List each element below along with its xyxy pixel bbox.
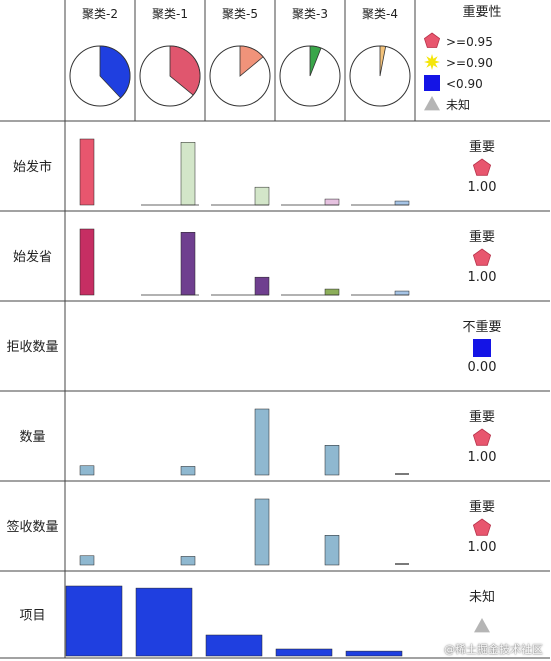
data-bar bbox=[79, 555, 95, 566]
legend-star-marker bbox=[424, 54, 440, 70]
legend-item-label: <0.90 bbox=[446, 77, 483, 91]
data-bar bbox=[394, 200, 410, 206]
importance-value: 0.00 bbox=[468, 360, 497, 375]
data-bar bbox=[254, 498, 270, 566]
row-label: 始发市 bbox=[13, 159, 52, 175]
cluster-header-label: 聚类-4 bbox=[362, 7, 398, 21]
row-label: 数量 bbox=[19, 430, 45, 445]
importance-value: 1.00 bbox=[468, 540, 497, 555]
data-bar bbox=[324, 288, 340, 296]
importance-value: 1.00 bbox=[468, 270, 497, 285]
legend-item-label: >=0.90 bbox=[446, 56, 493, 70]
data-bar bbox=[79, 138, 95, 206]
importance-label: 重要 bbox=[469, 139, 495, 155]
cluster-pie-slice bbox=[239, 45, 264, 77]
importance-pentagon-marker bbox=[472, 158, 492, 176]
cluster-pie-slice bbox=[99, 45, 131, 99]
data-bar bbox=[79, 228, 95, 296]
data-bar bbox=[205, 634, 263, 657]
data-bar bbox=[254, 276, 270, 296]
importance-label: 未知 bbox=[469, 589, 495, 605]
data-bar bbox=[275, 648, 333, 657]
row-label: 签收数量 bbox=[6, 519, 58, 535]
watermark: @稀土掘金技术社区 bbox=[444, 643, 543, 656]
cluster-pie-slice bbox=[309, 45, 322, 77]
data-bar bbox=[254, 186, 270, 206]
legend-title: 重要性 bbox=[462, 4, 501, 20]
importance-value: 1.00 bbox=[468, 180, 497, 195]
cluster-header-label: 聚类-2 bbox=[82, 7, 118, 21]
legend-triangle-marker bbox=[424, 96, 440, 111]
data-bar bbox=[324, 535, 340, 566]
cluster-header-label: 聚类-1 bbox=[152, 7, 188, 21]
data-bar bbox=[180, 466, 196, 476]
cluster-header-label: 聚类-5 bbox=[222, 7, 258, 21]
importance-pentagon-marker bbox=[472, 248, 492, 266]
cluster-pie-slice bbox=[379, 45, 387, 77]
importance-label: 重要 bbox=[469, 409, 495, 425]
legend-square-marker bbox=[424, 75, 440, 91]
row-label: 拒收数量 bbox=[6, 340, 58, 355]
importance-pentagon-marker bbox=[472, 518, 492, 536]
legend-item-label: >=0.95 bbox=[446, 35, 493, 49]
cluster-pie-slice bbox=[169, 45, 201, 96]
data-bar bbox=[180, 556, 196, 566]
data-bar bbox=[65, 585, 123, 657]
importance-label: 重要 bbox=[469, 499, 495, 515]
data-bar bbox=[180, 232, 196, 296]
data-bar bbox=[324, 445, 340, 476]
importance-pentagon-marker bbox=[472, 428, 492, 446]
importance-triangle-marker bbox=[474, 618, 490, 633]
importance-label: 重要 bbox=[469, 229, 495, 245]
data-bar bbox=[79, 465, 95, 476]
data-bar bbox=[180, 142, 196, 206]
importance-value: 1.00 bbox=[468, 450, 497, 465]
row-label: 项目 bbox=[19, 609, 45, 624]
legend-pentagon-marker bbox=[423, 32, 441, 48]
data-bar bbox=[324, 198, 340, 206]
data-bar bbox=[394, 290, 410, 296]
cluster-header-label: 聚类-3 bbox=[292, 7, 328, 21]
importance-label: 不重要 bbox=[462, 319, 501, 335]
data-bar bbox=[254, 408, 270, 476]
row-label: 始发省 bbox=[13, 249, 52, 265]
importance-square-marker bbox=[473, 339, 491, 357]
data-bar bbox=[345, 650, 403, 657]
data-bar bbox=[135, 587, 193, 657]
legend-item-label: 未知 bbox=[446, 98, 470, 112]
